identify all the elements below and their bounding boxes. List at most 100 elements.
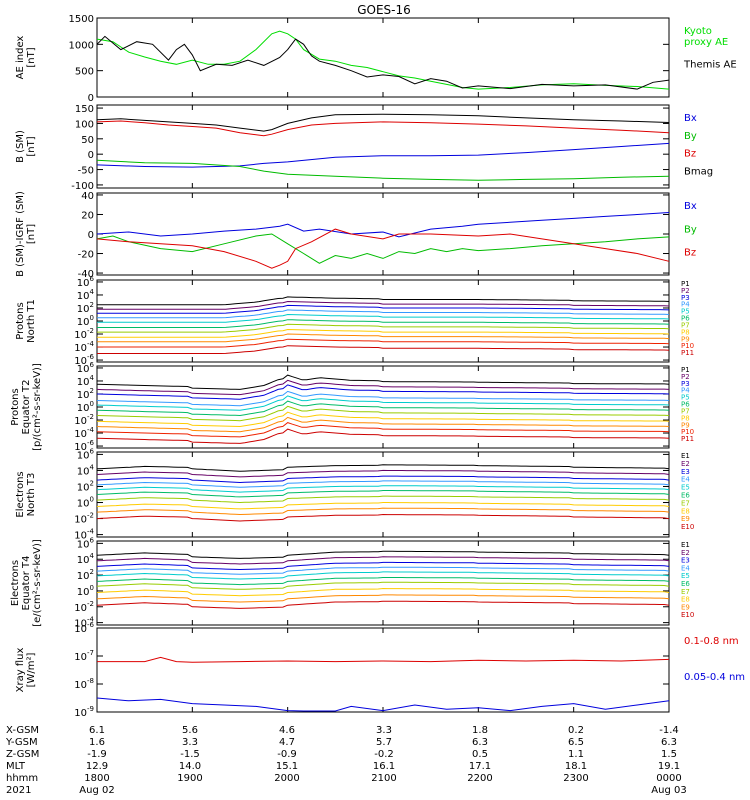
table-cell: -1.5 — [180, 749, 200, 760]
y-tick-label: 10-2 — [74, 512, 94, 526]
bottom-table: X-GSM 6.1 5.6 4.6 3.3 1.8 0.2 -1.4 Y-GSM 1.6 3.3 4.… — [5, 725, 687, 796]
series-line-e8 — [96, 587, 670, 597]
panel-3: 40 20 0 -20 -40 B (SM)-IGRF (SM) [nT] Bx By Bz — [15, 191, 697, 280]
legend-label: P9 — [681, 421, 690, 429]
legend-label: Bmag — [684, 166, 713, 177]
legend-label: E9 — [681, 603, 690, 611]
y-tick-label: 0 — [88, 150, 94, 161]
y-axis-label: B (SM) — [15, 130, 26, 163]
table-cell: 0.5 — [472, 749, 488, 760]
y-axis-label: North T1 — [26, 299, 37, 343]
y-tick-label: 102 — [77, 301, 94, 315]
table-cell: 6.3 — [472, 737, 488, 748]
series-line-p3 — [97, 304, 670, 314]
table-cell: 0000 — [656, 773, 681, 784]
series-line-e1 — [96, 550, 670, 559]
y-axis-label: AE index — [15, 36, 26, 80]
series-line-e7 — [96, 581, 670, 590]
panel-frame — [96, 104, 670, 189]
y-axis-label: [p/(cm²-s-sr-keV)] — [32, 363, 43, 451]
legend-label: E10 — [681, 523, 694, 531]
y-axis-label: Protons — [15, 302, 26, 339]
legend-label: E3 — [681, 468, 690, 476]
y-tick-label: 104 — [77, 374, 95, 388]
legend-label: Bx — [684, 201, 697, 212]
legend-label: P5 — [681, 308, 690, 316]
legend-label: P3 — [681, 380, 690, 388]
series-line-p7 — [97, 323, 670, 333]
table-cell: 1.1 — [568, 749, 584, 760]
y-axis-label: Equator T4 — [21, 556, 32, 611]
y-tick-label: 106 — [77, 536, 95, 550]
series-line-0-05-0-4-nm — [96, 697, 670, 712]
legend-label: Kyoto — [684, 26, 712, 37]
series-line-e9 — [96, 507, 670, 516]
series-line-p9 — [96, 416, 670, 433]
panel-8: 10-6 10-7 10-8 10-9 Xray flux [W/m²] 0.1-0.8 n… — [15, 621, 745, 719]
legend-label: P8 — [681, 414, 690, 422]
legend-label: Bz — [684, 248, 696, 259]
series-line-e10 — [96, 513, 670, 522]
legend-label: P9 — [681, 335, 690, 343]
y-tick-label: 106 — [77, 361, 95, 375]
legend-label: E8 — [681, 507, 690, 515]
y-tick-label: 150 — [75, 104, 94, 115]
table-cell: 1900 — [177, 773, 202, 784]
series-line-p4 — [97, 309, 670, 319]
legend-label: P7 — [681, 321, 690, 329]
table-row-label: Y-GSM — [5, 737, 38, 748]
legend-label: P2 — [681, 373, 690, 381]
table-cell: 17.1 — [469, 761, 491, 772]
series-line-p3 — [96, 384, 670, 400]
y-axis-label: [W/m²] — [26, 652, 37, 687]
y-tick-label: 10-6 — [74, 621, 94, 635]
y-tick-label: 102 — [77, 568, 94, 582]
series-line-e8 — [96, 502, 670, 510]
legend-label: P1 — [681, 366, 690, 374]
table-cell: 2300 — [563, 773, 588, 784]
table-cell: -0.2 — [374, 749, 394, 760]
legend-label: E6 — [681, 580, 690, 588]
series-line-bz — [96, 120, 670, 137]
table-cell: 1.8 — [472, 725, 488, 736]
table-cell: 0.2 — [568, 725, 584, 736]
table-cell: 6.3 — [661, 737, 677, 748]
table-cell: 1.5 — [661, 749, 677, 760]
series-line-bx — [96, 212, 670, 238]
y-tick-label: -40 — [78, 269, 94, 280]
y-tick-label: 104 — [77, 288, 95, 302]
legend-label: P3 — [681, 294, 690, 302]
table-cell: 4.7 — [279, 737, 295, 748]
table-cell: 5.7 — [376, 737, 392, 748]
y-axis-label: Xray flux — [15, 648, 26, 693]
legend-label: By — [684, 131, 697, 142]
series-line-e5 — [96, 485, 670, 493]
series-line-p5 — [97, 313, 670, 323]
figure-title: GOES-16 — [357, 3, 411, 17]
series-line-kyoto-proxy-ae — [96, 30, 670, 90]
table-cell: 14.0 — [179, 761, 201, 772]
legend-label: E10 — [681, 611, 694, 619]
table-cell: 16.1 — [373, 761, 395, 772]
table-cell: 6.1 — [89, 725, 105, 736]
table-cell: 5.6 — [182, 725, 198, 736]
series-line-themis-ae — [96, 35, 670, 90]
series-line-e2 — [96, 469, 670, 478]
panel-2: 150 100 50 0 -50 -100 B (SM) [nT] Bx By Bz Bmag — [15, 104, 713, 192]
y-tick-label: 100 — [77, 314, 94, 328]
series-line-p8 — [97, 328, 670, 338]
table-cell: Aug 02 — [79, 785, 114, 796]
series-line-p10 — [97, 338, 670, 348]
legend-label: P5 — [681, 394, 690, 402]
series-line-p1 — [96, 374, 670, 390]
y-tick-label: 102 — [77, 479, 94, 493]
y-tick-label: 50 — [81, 135, 94, 146]
series-line-p2 — [97, 300, 670, 310]
y-tick-label: 100 — [77, 584, 94, 598]
series-line-e5 — [96, 571, 670, 580]
table-cell: -1.4 — [659, 725, 679, 736]
legend-label: E5 — [681, 572, 690, 580]
legend-label: E7 — [681, 499, 690, 507]
